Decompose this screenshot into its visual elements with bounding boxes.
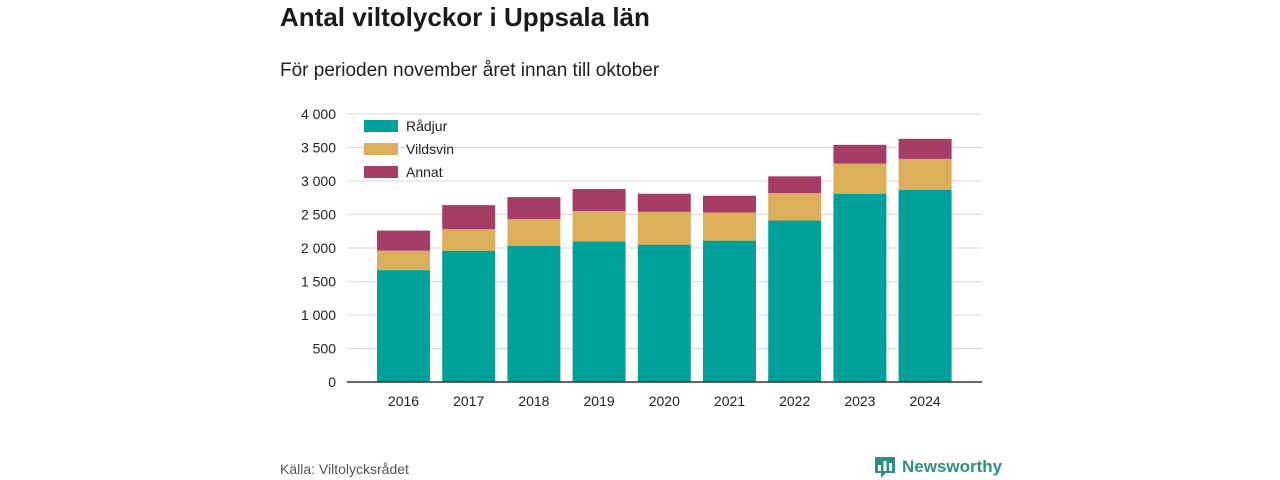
y-tick-label: 500 — [313, 341, 337, 357]
bar-segment — [637, 244, 691, 382]
source-note: Källa: Viltolycksrådet — [280, 461, 409, 477]
brand-name: Newsworthy — [902, 457, 1003, 476]
bar-segment — [703, 240, 756, 382]
bar-segment — [572, 211, 626, 242]
bar-segment — [898, 158, 952, 190]
x-tick-label: 2020 — [649, 393, 680, 409]
bar-segment — [507, 245, 561, 382]
bar-segment — [898, 138, 952, 159]
bar-segment — [637, 193, 691, 212]
legend-label: Vildsvin — [406, 141, 454, 157]
bar-segment — [703, 195, 756, 213]
x-tick-label: 2023 — [844, 393, 875, 409]
chart-title: Antal viltolyckor i Uppsala län — [280, 2, 650, 32]
y-tick-label: 2 000 — [301, 240, 336, 256]
bar-segment — [572, 241, 626, 382]
legend-label: Rådjur — [406, 118, 448, 134]
stacked-bar-chart: 0 500 1 000 1 500 2 000 2 500 3 000 3 500 4 000 2… — [301, 106, 982, 409]
bar-segment — [768, 176, 822, 194]
x-tick-label: 2019 — [584, 393, 615, 409]
x-tick-label: 2024 — [910, 393, 941, 409]
bar-segment — [703, 212, 756, 241]
legend-label: Annat — [406, 164, 443, 180]
y-tick-label: 1 500 — [301, 274, 336, 290]
bar-segment — [442, 205, 496, 230]
x-tick-label: 2016 — [388, 393, 419, 409]
bar-segment — [377, 270, 430, 382]
bar-segment — [833, 163, 887, 194]
x-tick-label: 2021 — [714, 393, 745, 409]
brand-logo[interactable]: Newsworthy — [874, 455, 1002, 479]
legend-swatch — [364, 120, 398, 132]
bar-chart-logo-icon — [875, 457, 895, 478]
y-tick-label: 4 000 — [301, 106, 336, 122]
bar-segment — [572, 189, 626, 212]
y-tick-label: 1 000 — [301, 307, 336, 323]
bar-segment — [898, 189, 952, 382]
x-tick-label: 2018 — [518, 393, 549, 409]
y-tick-label: 3 500 — [301, 140, 336, 156]
y-tick-label: 3 000 — [301, 173, 336, 189]
bar-segment — [833, 193, 887, 382]
y-tick-label: 0 — [328, 374, 336, 390]
legend-swatch — [364, 166, 398, 178]
bar-segment — [442, 229, 496, 251]
chart-subtitle: För perioden november året innan till ok… — [280, 60, 660, 81]
x-tick-label: 2017 — [453, 393, 484, 409]
bar-segment — [833, 144, 887, 164]
bar-segment — [377, 250, 430, 271]
y-tick-label: 2 500 — [301, 207, 336, 223]
legend-swatch — [364, 143, 398, 155]
bar-segment — [507, 197, 561, 220]
bar-segment — [442, 250, 496, 382]
bar-segment — [768, 220, 822, 382]
x-tick-label: 2022 — [779, 393, 810, 409]
bar-segment — [768, 193, 822, 221]
bar-segment — [507, 219, 561, 246]
bar-segment — [377, 230, 430, 251]
bar-segment — [637, 211, 691, 245]
